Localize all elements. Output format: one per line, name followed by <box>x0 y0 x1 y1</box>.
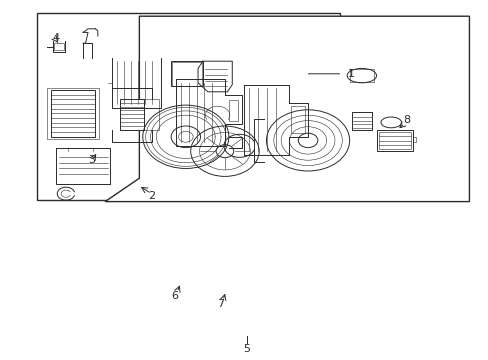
Bar <box>376 130 412 151</box>
Bar <box>37 13 339 200</box>
Text: 2: 2 <box>148 191 155 201</box>
Bar <box>228 100 237 121</box>
Bar <box>378 132 410 149</box>
Bar <box>54 43 63 50</box>
Bar <box>47 88 99 139</box>
Bar <box>51 90 95 137</box>
Bar <box>349 69 373 82</box>
Text: 3: 3 <box>88 155 95 165</box>
Bar <box>120 99 144 130</box>
Bar <box>172 62 202 86</box>
Text: 4: 4 <box>53 33 60 43</box>
Text: 5: 5 <box>243 344 250 354</box>
Text: 1: 1 <box>347 69 354 79</box>
Polygon shape <box>105 16 468 202</box>
Text: 7: 7 <box>217 299 224 309</box>
Bar <box>290 106 304 133</box>
Text: 8: 8 <box>403 114 409 125</box>
Bar <box>171 61 203 86</box>
Text: 6: 6 <box>171 291 178 301</box>
